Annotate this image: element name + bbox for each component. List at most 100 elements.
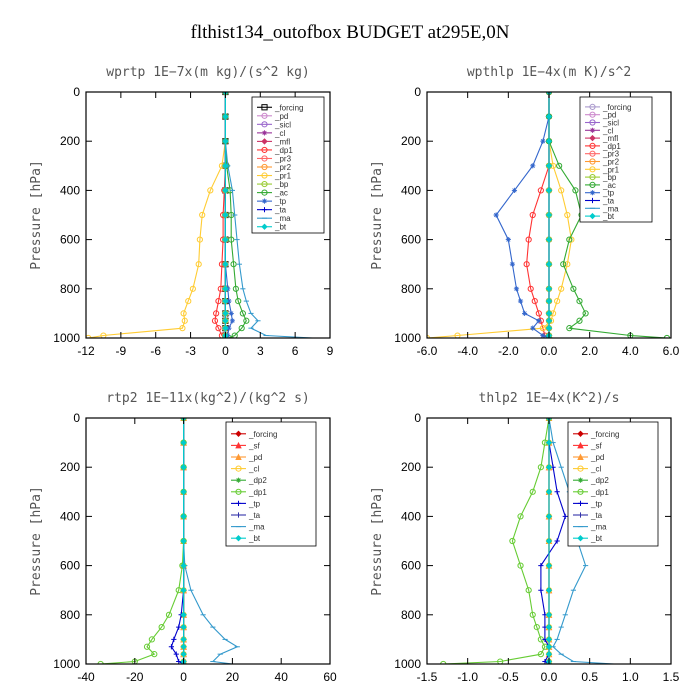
- x-tick-label: -40: [77, 670, 95, 684]
- legend-label: _sf: [590, 441, 602, 450]
- data-point: [538, 587, 544, 593]
- data-point: [545, 317, 553, 324]
- legend-label: _cl: [602, 126, 613, 135]
- data-point: [545, 162, 553, 169]
- data-point: [545, 488, 553, 495]
- data-point: [97, 660, 104, 664]
- legend-marker: [261, 207, 268, 213]
- legend-label: _cl: [590, 465, 601, 474]
- panel-title: wpthlp 1E−4x(m K)/s^2: [467, 65, 631, 80]
- legend-marker: [589, 174, 596, 181]
- legend-marker: [261, 130, 268, 136]
- legend-label: _bp: [602, 173, 617, 182]
- panel-2: wpthlp 1E−4x(m K)/s^2 Pressure [hPa] -6.0 -…: [370, 65, 680, 358]
- data-point: [529, 611, 536, 618]
- legend-marker: [235, 488, 242, 495]
- legend-marker: [261, 172, 268, 179]
- y-axis-label: Pressure [hPa]: [370, 486, 385, 596]
- data-point: [538, 563, 544, 569]
- legend-marker: [577, 465, 584, 472]
- data-point: [180, 537, 187, 545]
- legend-marker: [577, 430, 584, 437]
- x-tick-label: -12: [77, 344, 95, 358]
- legend-marker: [589, 181, 596, 188]
- legend-label: _ma: [590, 523, 607, 532]
- data-point: [180, 488, 187, 495]
- legend-marker: [261, 180, 268, 188]
- panel-4: thlp2 1E−4x(K^2)/s Pressure [hPa] -1.5 -1.0…: [370, 391, 680, 684]
- data-point: [525, 236, 532, 243]
- legend-label: _pd: [602, 111, 616, 120]
- data-point: [576, 298, 583, 305]
- legend-marker: [589, 111, 596, 118]
- data-point: [505, 237, 511, 243]
- data-point: [582, 310, 589, 317]
- data-point: [576, 317, 583, 324]
- y-tick-label: 400: [60, 183, 80, 197]
- data-point: [517, 298, 524, 304]
- data-point: [570, 285, 577, 292]
- legend-label: _pr3: [602, 150, 620, 159]
- data-point: [207, 187, 214, 194]
- x-tick-label: 60: [323, 670, 337, 684]
- x-tick-label: 0.5: [581, 670, 598, 684]
- data-point: [566, 325, 573, 332]
- data-point: [180, 650, 187, 658]
- x-tick-label: -2.0: [498, 344, 519, 358]
- legend-marker: [235, 512, 242, 518]
- data-point: [545, 537, 553, 545]
- data-point: [554, 298, 561, 305]
- legend-marker: [261, 121, 268, 128]
- plot-frame: [85, 91, 331, 339]
- data-point: [545, 636, 553, 643]
- plot-frame: [85, 417, 331, 665]
- legend-box: [567, 421, 659, 547]
- legend-label: _forcing: [602, 103, 631, 112]
- data-point: [229, 318, 235, 324]
- legend-marker: [235, 500, 242, 506]
- legend-marker: [235, 430, 242, 437]
- data-point: [226, 298, 232, 304]
- data-point: [158, 624, 165, 631]
- x-tick-label: -1.0: [457, 670, 478, 684]
- legend: _forcing _sf _pd _cl _dp2 _dp1 _tp _ta _ma _bt: [567, 421, 659, 547]
- data-point: [517, 562, 524, 569]
- legend-label: _ac: [602, 181, 616, 190]
- legend-label: _dp1: [602, 142, 621, 151]
- data-point: [215, 325, 222, 332]
- data-point: [525, 587, 532, 594]
- x-tick-label: 4.0: [622, 344, 639, 358]
- legend-label: _pd: [590, 453, 604, 462]
- data-point: [537, 651, 544, 658]
- legend-label: _dp1: [590, 488, 609, 497]
- data-point: [523, 261, 530, 268]
- legend-marker: [235, 453, 242, 460]
- data-point: [454, 332, 461, 338]
- data-point: [222, 162, 229, 169]
- series-group: [97, 418, 240, 664]
- legend-label: _tp: [602, 189, 615, 198]
- data-point: [511, 187, 518, 193]
- y-tick-label: 0: [414, 411, 421, 425]
- legend-marker: [261, 198, 268, 204]
- legend-label: _tp: [274, 197, 287, 206]
- data-point: [231, 332, 238, 338]
- legend-marker: [577, 500, 584, 506]
- data-point: [560, 261, 567, 268]
- y-tick-label: 0: [414, 85, 421, 99]
- legend-label: _pr2: [602, 158, 620, 167]
- legend-label: _mfl: [602, 134, 618, 143]
- y-tick-label: 1000: [53, 657, 80, 671]
- data-point: [226, 325, 232, 331]
- data-point: [529, 211, 536, 219]
- data-point: [558, 285, 565, 292]
- figure-title: flthist134_outofbox BUDGET at295E,0N: [191, 22, 510, 43]
- data-point: [545, 113, 553, 120]
- data-point: [211, 317, 219, 324]
- data-point: [545, 187, 553, 194]
- data-point: [558, 187, 565, 194]
- data-point: [199, 211, 206, 219]
- x-tick-label: -1.5: [417, 670, 438, 684]
- legend-marker: [577, 488, 584, 495]
- data-point: [493, 212, 499, 218]
